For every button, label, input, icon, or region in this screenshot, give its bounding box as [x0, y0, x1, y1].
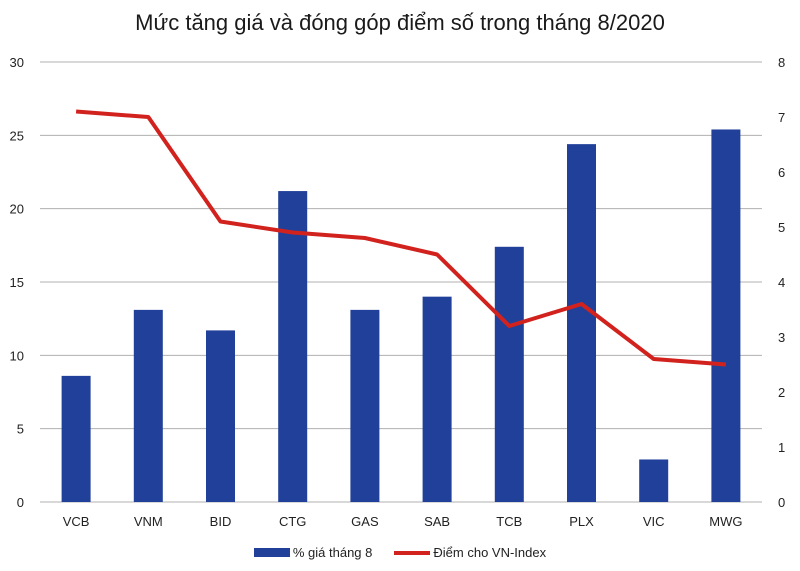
category-label: CTG — [279, 514, 306, 529]
line-series — [75, 109, 727, 367]
right-axis-tick: 4 — [778, 275, 785, 290]
category-label: BID — [210, 514, 232, 529]
bar-VNM — [133, 309, 163, 502]
left-axis-tick: 20 — [10, 202, 24, 217]
right-axis-tick: 7 — [778, 110, 785, 125]
bar-VIC — [639, 459, 669, 502]
right-axis-tick: 3 — [778, 330, 785, 345]
chart-title: Mức tăng giá và đóng góp điểm số trong t… — [135, 10, 665, 35]
bar-swatch-icon — [253, 548, 290, 557]
legend-item-bar: % giá tháng 8 — [253, 545, 373, 560]
bar-TCB — [494, 246, 524, 502]
category-label: VCB — [63, 514, 90, 529]
bar-MWG — [711, 129, 741, 502]
legend-item-line: Điểm cho VN-Index — [394, 545, 546, 560]
bar-CTG — [278, 191, 308, 503]
right-axis-tick: 5 — [778, 220, 785, 235]
line-swatch-icon — [394, 550, 431, 555]
left-axis-tick: 0 — [17, 495, 24, 510]
category-label: TCB — [496, 514, 522, 529]
category-label: PLX — [569, 514, 594, 529]
left-axis-tick: 15 — [10, 275, 24, 290]
category-label: MWG — [709, 514, 742, 529]
right-axis-tick: 2 — [778, 385, 785, 400]
category-label: GAS — [351, 514, 379, 529]
bar-BID — [206, 330, 235, 502]
left-axis-tick: 10 — [10, 348, 24, 363]
bar-SAB — [422, 296, 452, 502]
right-axis-tick: 6 — [778, 165, 785, 180]
bar-VCB — [61, 375, 91, 502]
left-axis-tick: 5 — [17, 422, 24, 437]
chart-legend: % giá tháng 8 Điểm cho VN-Index — [0, 545, 800, 560]
left-axis-tick: 25 — [10, 128, 24, 143]
right-axis-tick: 1 — [778, 440, 785, 455]
category-label: SAB — [424, 514, 450, 529]
right-axis-tick: 8 — [778, 55, 785, 70]
legend-label-line: Điểm cho VN-Index — [433, 545, 547, 560]
bar-GAS — [350, 309, 380, 502]
bar-PLX — [567, 144, 596, 502]
category-label: VNM — [134, 514, 163, 529]
right-axis-tick: 0 — [778, 495, 785, 510]
category-label: VIC — [643, 514, 665, 529]
left-axis-tick: 30 — [10, 55, 24, 70]
legend-label-bar: % giá tháng 8 — [292, 545, 373, 560]
